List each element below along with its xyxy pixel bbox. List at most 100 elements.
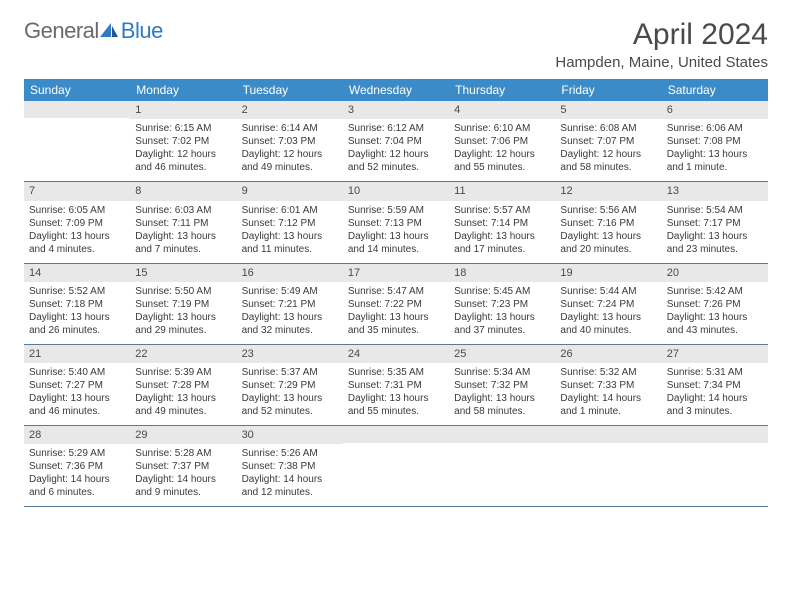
day-number: 28	[24, 426, 130, 444]
title-block: April 2024 Hampden, Maine, United States	[555, 18, 768, 71]
day-detail-line: Sunset: 7:16 PM	[560, 217, 656, 230]
day-cell: 21Sunrise: 5:40 AMSunset: 7:27 PMDayligh…	[24, 345, 130, 425]
calendar-grid: SundayMondayTuesdayWednesdayThursdayFrid…	[24, 79, 768, 507]
day-header: Wednesday	[343, 79, 449, 101]
day-detail-line: Sunrise: 6:12 AM	[348, 122, 444, 135]
day-cell: 22Sunrise: 5:39 AMSunset: 7:28 PMDayligh…	[130, 345, 236, 425]
day-detail-line: Sunrise: 6:05 AM	[29, 204, 125, 217]
day-detail-line: Daylight: 13 hours	[29, 311, 125, 324]
day-detail-line: and 23 minutes.	[667, 243, 763, 256]
day-cell: 26Sunrise: 5:32 AMSunset: 7:33 PMDayligh…	[555, 345, 661, 425]
day-detail-line: Sunrise: 5:26 AM	[242, 447, 338, 460]
week-row: 28Sunrise: 5:29 AMSunset: 7:36 PMDayligh…	[24, 426, 768, 507]
day-number: 26	[555, 345, 661, 363]
day-detail-line: and 52 minutes.	[242, 405, 338, 418]
day-detail-line: Sunrise: 5:52 AM	[29, 285, 125, 298]
day-number: 30	[237, 426, 343, 444]
day-detail-line: and 46 minutes.	[135, 161, 231, 174]
day-detail-line: Sunrise: 6:06 AM	[667, 122, 763, 135]
day-detail-line: Sunrise: 5:56 AM	[560, 204, 656, 217]
day-cell	[24, 101, 130, 181]
day-detail-line: Sunrise: 5:39 AM	[135, 366, 231, 379]
day-number: 25	[449, 345, 555, 363]
day-cell: 27Sunrise: 5:31 AMSunset: 7:34 PMDayligh…	[662, 345, 768, 425]
day-detail-line: Sunset: 7:28 PM	[135, 379, 231, 392]
day-detail-line: Sunset: 7:11 PM	[135, 217, 231, 230]
day-cell: 30Sunrise: 5:26 AMSunset: 7:38 PMDayligh…	[237, 426, 343, 506]
day-number: 7	[24, 182, 130, 200]
day-detail-line: Sunset: 7:34 PM	[667, 379, 763, 392]
day-detail-line: Sunrise: 5:45 AM	[454, 285, 550, 298]
day-detail-line: Sunset: 7:22 PM	[348, 298, 444, 311]
day-detail-line: Daylight: 12 hours	[242, 148, 338, 161]
day-cell: 6Sunrise: 6:06 AMSunset: 7:08 PMDaylight…	[662, 101, 768, 181]
day-number: 29	[130, 426, 236, 444]
day-cell: 9Sunrise: 6:01 AMSunset: 7:12 PMDaylight…	[237, 182, 343, 262]
day-detail-line: Sunrise: 5:31 AM	[667, 366, 763, 379]
day-detail-line: Sunset: 7:37 PM	[135, 460, 231, 473]
day-cell: 2Sunrise: 6:14 AMSunset: 7:03 PMDaylight…	[237, 101, 343, 181]
day-number	[24, 101, 130, 118]
day-detail-line: and 37 minutes.	[454, 324, 550, 337]
day-detail-line: Daylight: 13 hours	[29, 392, 125, 405]
day-detail-line: Daylight: 13 hours	[135, 311, 231, 324]
day-cell: 12Sunrise: 5:56 AMSunset: 7:16 PMDayligh…	[555, 182, 661, 262]
week-row: 1Sunrise: 6:15 AMSunset: 7:02 PMDaylight…	[24, 101, 768, 182]
day-detail-line: Sunset: 7:03 PM	[242, 135, 338, 148]
day-cell: 19Sunrise: 5:44 AMSunset: 7:24 PMDayligh…	[555, 264, 661, 344]
day-detail-line: and 20 minutes.	[560, 243, 656, 256]
day-detail-line: and 58 minutes.	[560, 161, 656, 174]
day-cell: 5Sunrise: 6:08 AMSunset: 7:07 PMDaylight…	[555, 101, 661, 181]
day-detail-line: Sunset: 7:31 PM	[348, 379, 444, 392]
day-detail-line: Sunset: 7:32 PM	[454, 379, 550, 392]
day-number: 11	[449, 182, 555, 200]
day-detail-line: and 17 minutes.	[454, 243, 550, 256]
day-number: 8	[130, 182, 236, 200]
day-detail-line: Daylight: 13 hours	[242, 392, 338, 405]
day-number: 2	[237, 101, 343, 119]
day-detail-line: and 6 minutes.	[29, 486, 125, 499]
weeks-container: 1Sunrise: 6:15 AMSunset: 7:02 PMDaylight…	[24, 101, 768, 507]
day-detail-line: Daylight: 13 hours	[667, 230, 763, 243]
day-detail-line: Sunrise: 5:40 AM	[29, 366, 125, 379]
day-cell: 23Sunrise: 5:37 AMSunset: 7:29 PMDayligh…	[237, 345, 343, 425]
week-row: 7Sunrise: 6:05 AMSunset: 7:09 PMDaylight…	[24, 182, 768, 263]
day-detail-line: Daylight: 14 hours	[560, 392, 656, 405]
day-detail-line: Sunrise: 5:35 AM	[348, 366, 444, 379]
day-detail-line: and 9 minutes.	[135, 486, 231, 499]
day-detail-line: Daylight: 13 hours	[242, 311, 338, 324]
day-detail-line: Daylight: 13 hours	[135, 230, 231, 243]
day-cell: 14Sunrise: 5:52 AMSunset: 7:18 PMDayligh…	[24, 264, 130, 344]
day-cell: 10Sunrise: 5:59 AMSunset: 7:13 PMDayligh…	[343, 182, 449, 262]
day-detail-line: and 14 minutes.	[348, 243, 444, 256]
day-detail-line: Sunrise: 5:28 AM	[135, 447, 231, 460]
day-cell: 28Sunrise: 5:29 AMSunset: 7:36 PMDayligh…	[24, 426, 130, 506]
day-number: 23	[237, 345, 343, 363]
day-number: 17	[343, 264, 449, 282]
day-number: 19	[555, 264, 661, 282]
day-header: Sunday	[24, 79, 130, 101]
day-detail-line: Daylight: 14 hours	[135, 473, 231, 486]
day-number: 27	[662, 345, 768, 363]
header: General Blue April 2024 Hampden, Maine, …	[24, 18, 768, 71]
day-number: 5	[555, 101, 661, 119]
day-cell: 24Sunrise: 5:35 AMSunset: 7:31 PMDayligh…	[343, 345, 449, 425]
day-detail-line: and 58 minutes.	[454, 405, 550, 418]
day-number: 9	[237, 182, 343, 200]
day-detail-line: and 32 minutes.	[242, 324, 338, 337]
day-detail-line: Daylight: 13 hours	[560, 311, 656, 324]
day-number	[555, 426, 661, 443]
day-cell: 11Sunrise: 5:57 AMSunset: 7:14 PMDayligh…	[449, 182, 555, 262]
day-detail-line: Sunrise: 6:08 AM	[560, 122, 656, 135]
week-row: 14Sunrise: 5:52 AMSunset: 7:18 PMDayligh…	[24, 264, 768, 345]
sail-icon	[99, 22, 119, 38]
day-detail-line: Sunset: 7:07 PM	[560, 135, 656, 148]
day-detail-line: Sunset: 7:08 PM	[667, 135, 763, 148]
day-detail-line: Sunset: 7:04 PM	[348, 135, 444, 148]
day-detail-line: Daylight: 13 hours	[29, 230, 125, 243]
day-detail-line: Daylight: 13 hours	[560, 230, 656, 243]
day-detail-line: Sunrise: 6:03 AM	[135, 204, 231, 217]
day-detail-line: Sunset: 7:13 PM	[348, 217, 444, 230]
day-detail-line: and 55 minutes.	[348, 405, 444, 418]
day-detail-line: Sunset: 7:06 PM	[454, 135, 550, 148]
